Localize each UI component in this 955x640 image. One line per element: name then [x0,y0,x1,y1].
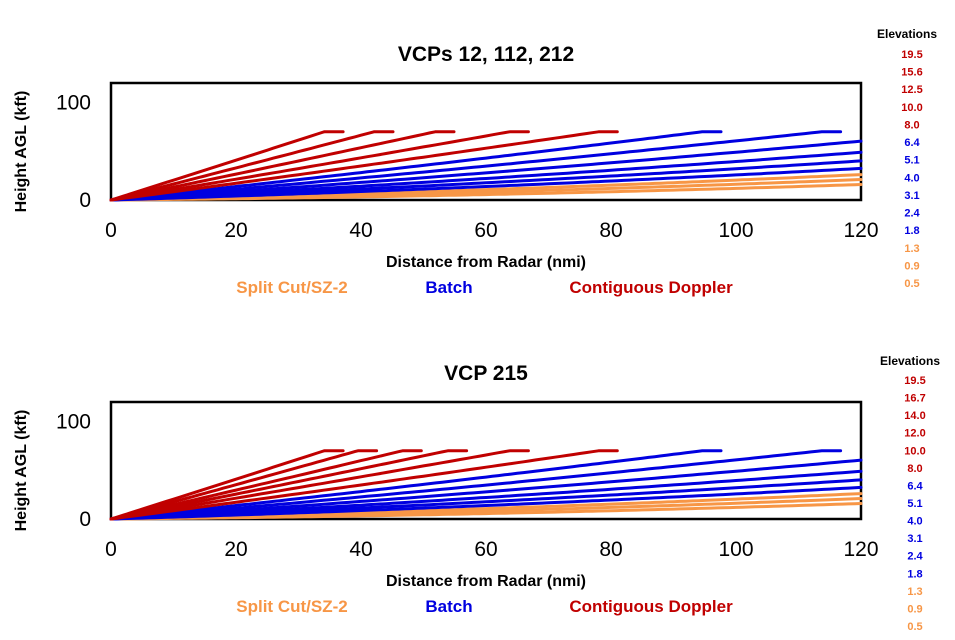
elevation-legend-entry: 0.9 [904,260,919,272]
elevation-legend-entry: 3.1 [904,190,919,202]
elevation-legend-entry: 14.0 [904,410,925,422]
elevations-legend-title: Elevations [877,27,937,41]
elevation-legend-entry: 8.0 [904,119,919,131]
x-tick-label: 100 [718,538,753,561]
elevation-legend-entry: 2.4 [904,208,920,220]
x-tick-label: 120 [843,219,878,242]
elevation-legend-entry: 12.0 [904,428,925,440]
x-tick-label: 100 [718,219,753,242]
category-label-contiguous-doppler: Contiguous Doppler [569,597,733,616]
elevation-legend-entry: 0.9 [907,603,922,615]
series-line-15-6 [109,130,395,202]
series-line-19-5 [109,130,345,202]
elevation-legend-entry: 16.7 [904,393,925,405]
x-tick-label: 80 [599,538,622,561]
series-line-16-7 [109,449,379,521]
series-line-5-1 [109,130,843,202]
elevation-legend-entry: 19.5 [904,375,925,387]
series-line-4-0 [109,458,863,521]
x-tick-label: 20 [224,538,247,561]
series-line-12-0 [109,449,469,521]
x-tick-label: 120 [843,538,878,561]
x-tick-label: 80 [599,219,622,242]
series-line-3-1 [109,150,863,202]
series-line-4-0 [109,139,863,202]
elevation-legend-entry: 5.1 [907,498,922,510]
elevation-legend-entry: 12.5 [901,84,922,96]
elevation-legend-entry: 0.5 [904,278,919,290]
category-label-split-cut: Split Cut/SZ-2 [236,597,347,616]
x-axis-label: Distance from Radar (nmi) [386,254,586,271]
y-tick-label: 0 [79,508,91,531]
elevation-legend-entry: 6.4 [907,480,923,492]
y-tick-label: 100 [56,92,91,115]
elevation-legend-entry: 8.0 [907,463,922,475]
x-tick-label: 60 [474,538,497,561]
y-tick-label: 100 [56,411,91,434]
x-tick-label: 40 [349,219,372,242]
series-line-6-4 [109,130,723,202]
elevation-legend-entry: 0.5 [907,621,922,633]
x-tick-label: 60 [474,219,497,242]
series-line-8-0 [109,130,619,202]
x-tick-label: 0 [105,538,117,561]
x-tick-label: 0 [105,219,117,242]
category-label-contiguous-doppler: Contiguous Doppler [569,278,733,297]
elevation-legend-entry: 1.3 [907,586,922,598]
y-axis-label: Height AGL (kft) [13,91,30,213]
elevation-legend-entry: 4.0 [904,172,919,184]
x-axis-label: Distance from Radar (nmi) [386,573,586,590]
x-tick-label: 20 [224,219,247,242]
series-line-5-1 [109,449,843,521]
elevation-legend-entry: 2.4 [907,551,923,563]
elevation-legend-entry: 10.0 [901,102,922,114]
elevation-legend-entry: 15.6 [901,67,922,79]
y-tick-label: 0 [79,189,91,212]
elevation-legend-entry: 6.4 [904,137,920,149]
series-line-12-5 [109,130,456,202]
series-line-3-1 [109,469,863,521]
chart-title: VCP 215 [444,362,528,385]
series-line-10-0 [109,449,530,521]
elevation-legend-entry: 5.1 [904,155,919,167]
series-line-8-0 [109,449,619,521]
elevation-legend-entry: 1.8 [904,225,919,237]
elevation-legend-entry: 10.0 [904,445,925,457]
category-label-batch: Batch [425,278,472,297]
chart-title: VCPs 12, 112, 212 [398,43,574,66]
series-line-19-5 [109,449,345,521]
elevation-legend-entry: 1.3 [904,243,919,255]
x-tick-label: 40 [349,538,372,561]
y-axis-label: Height AGL (kft) [13,410,30,532]
elevation-legend-entry: 4.0 [907,516,922,528]
series-line-6-4 [109,449,723,521]
series-line-10-0 [109,130,530,202]
category-label-split-cut: Split Cut/SZ-2 [236,278,347,297]
category-label-batch: Batch [425,597,472,616]
elevation-legend-entry: 1.8 [907,568,922,580]
elevations-legend-title: Elevations [880,354,940,368]
series-line-14-0 [109,449,423,521]
elevation-legend-entry: 3.1 [907,533,922,545]
elevation-legend-entry: 19.5 [901,49,922,61]
